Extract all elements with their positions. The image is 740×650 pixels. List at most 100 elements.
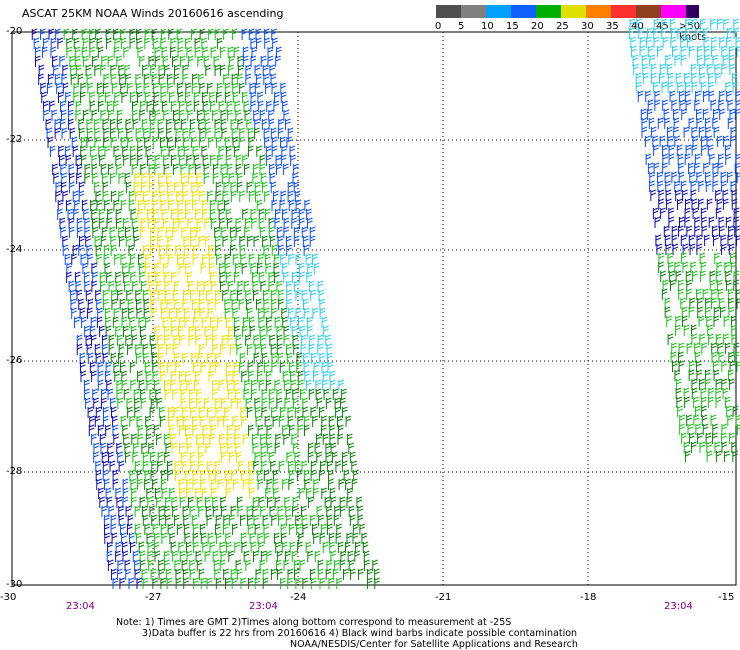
wind-barb — [308, 343, 315, 355]
wind-barb — [723, 333, 729, 345]
wind-barb — [125, 568, 131, 580]
wind-barb — [269, 64, 276, 76]
wind-barb — [667, 135, 673, 147]
wind-barb — [718, 153, 724, 165]
wind-barb — [701, 414, 708, 426]
wind-barb — [195, 226, 202, 238]
wind-barb — [234, 145, 240, 157]
wind-barb — [271, 199, 278, 211]
wind-barb — [280, 253, 286, 265]
wind-barb — [308, 388, 315, 400]
wind-barb — [268, 451, 275, 463]
wind-barb — [114, 37, 121, 49]
wind-barb — [98, 217, 105, 229]
wind-barb — [645, 153, 652, 165]
wind-barb — [305, 487, 312, 499]
wind-barb — [104, 532, 110, 544]
wind-barb — [224, 262, 231, 274]
wind-barb — [160, 37, 166, 49]
wind-barb — [109, 226, 116, 238]
wind-barb — [706, 450, 713, 462]
lat-label--22: -22 — [6, 134, 23, 145]
wind-barb — [228, 550, 234, 562]
wind-barb — [153, 262, 160, 274]
wind-barb — [162, 316, 169, 328]
wind-barb — [268, 397, 275, 409]
wind-barb — [145, 145, 152, 157]
wind-barb — [664, 117, 670, 129]
wind-barb — [193, 307, 200, 319]
wind-barb — [222, 190, 229, 202]
wind-barb — [303, 307, 310, 319]
wind-barb — [264, 190, 270, 202]
wind-barb — [323, 388, 330, 400]
wind-barb — [178, 316, 185, 328]
wind-barb — [148, 181, 155, 193]
wind-barb — [212, 505, 219, 517]
wind-barb — [236, 397, 243, 409]
wind-barb — [178, 541, 185, 553]
wind-barb — [221, 334, 228, 346]
wind-barb — [95, 190, 102, 202]
wind-barb — [122, 424, 128, 436]
wind-barb — [696, 171, 703, 183]
wind-barb — [733, 27, 740, 39]
wind-barb — [81, 46, 88, 58]
wind-barb — [702, 423, 709, 435]
wind-barb — [274, 271, 280, 283]
wind-barb — [325, 397, 332, 409]
wind-barb — [147, 271, 154, 283]
lon-label--15: -15 — [718, 592, 735, 603]
wind-barb — [45, 118, 52, 130]
wind-barb — [691, 144, 698, 156]
wind-barb — [189, 568, 196, 580]
wind-barb — [235, 163, 242, 175]
wind-barb — [221, 505, 227, 517]
wind-barb — [734, 225, 740, 237]
wind-barb — [286, 451, 293, 463]
wind-barb — [280, 406, 286, 418]
wind-barb — [102, 343, 108, 355]
wind-barb — [286, 352, 293, 364]
wind-barb — [225, 208, 232, 220]
wind-barb — [231, 28, 238, 40]
wind-barb — [164, 334, 170, 346]
wind-barb — [276, 226, 283, 238]
wind-barb — [734, 108, 740, 120]
wind-barb — [137, 154, 143, 166]
wind-barb — [92, 226, 99, 238]
wind-barb — [274, 442, 281, 454]
wind-barb — [196, 397, 202, 409]
wind-barb — [53, 64, 59, 76]
wind-barb — [198, 568, 205, 580]
wind-barb — [281, 307, 287, 319]
wind-barb — [239, 190, 245, 202]
wind-barb — [208, 244, 214, 256]
wind-barb — [204, 397, 210, 409]
wind-barb — [225, 316, 232, 328]
wind-barb — [730, 261, 737, 273]
wind-barb — [315, 433, 322, 445]
wind-barb — [76, 226, 83, 238]
wind-barb — [281, 532, 287, 544]
wind-barb — [52, 55, 58, 67]
wind-barb — [270, 568, 277, 580]
wind-barb — [299, 271, 305, 283]
wind-barb — [96, 478, 102, 490]
wind-barb — [158, 343, 165, 355]
wind-barb — [324, 496, 331, 508]
wind-barb — [255, 73, 262, 85]
wind-barb — [657, 180, 664, 192]
wind-barb — [348, 505, 355, 517]
wind-barb — [727, 171, 733, 183]
wind-barb — [329, 487, 336, 499]
wind-barb — [703, 90, 709, 102]
wind-barb — [112, 478, 119, 490]
wind-barb — [185, 541, 192, 553]
wind-barb — [726, 90, 732, 102]
wind-barb — [186, 379, 193, 391]
wind-barb — [277, 568, 283, 580]
wind-barb — [250, 208, 257, 220]
wind-barb — [232, 523, 238, 535]
wind-barb — [670, 27, 677, 39]
